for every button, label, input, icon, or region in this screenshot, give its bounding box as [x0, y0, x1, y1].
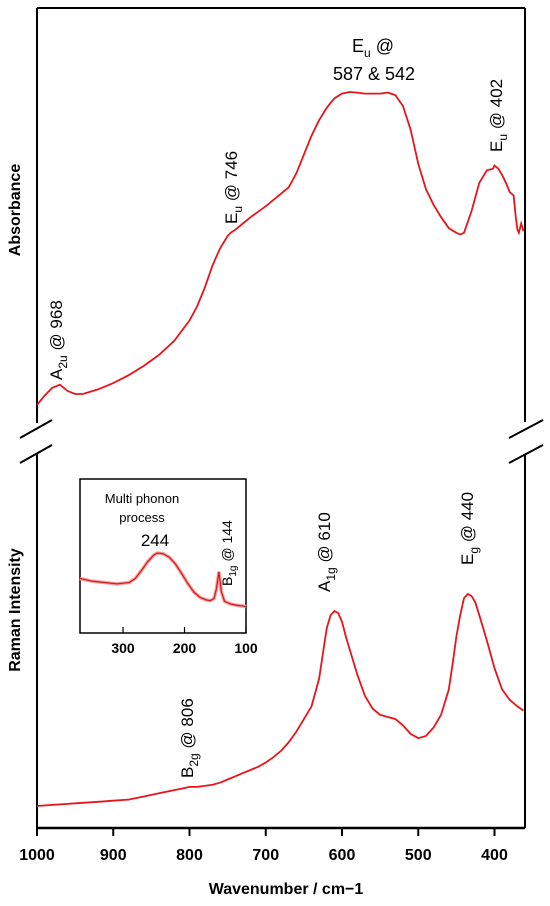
raman-series — [36, 592, 525, 807]
label-subscript: u — [364, 46, 371, 60]
label-subscript: u — [496, 134, 510, 141]
inset-frame — [79, 478, 247, 634]
absorbance-line — [36, 91, 525, 406]
label-text: @ 746 — [222, 151, 241, 206]
inset-plot: 300 200 100 Multi phonon process 244 B1g @ 14… — [79, 478, 258, 656]
x-tick-label: 400 — [481, 847, 508, 864]
label-subscript: u — [231, 206, 245, 213]
peak-label-b2g-806: B2g @ 806 — [178, 698, 201, 778]
axis-break-mark — [19, 444, 53, 464]
label-text: @ 806 — [178, 698, 197, 753]
inset-label-multi-phonon: Multi phonon — [105, 491, 179, 506]
axis-break-mark — [19, 419, 53, 439]
raman-line — [36, 592, 525, 807]
label-subscript: 1g — [228, 566, 239, 577]
absorbance-series — [36, 91, 525, 406]
axis-break-mark — [508, 444, 544, 464]
peak-label-eu-587-542-line2: 587 & 542 — [333, 64, 415, 84]
x-tick-label: 600 — [329, 847, 356, 864]
x-axis-title: Wavenumber / cm−1 — [209, 881, 364, 898]
x-tick-label: 800 — [176, 847, 203, 864]
label-base: B — [219, 577, 235, 586]
label-base: E — [487, 141, 506, 152]
label-text: @ 968 — [47, 300, 66, 355]
label-text: @ 144 — [219, 520, 235, 566]
label-subscript: 2u — [56, 355, 70, 368]
axis-break-mark — [508, 419, 544, 439]
peak-label-eg-440: Eg @ 440 — [458, 492, 481, 565]
inset-tick-label: 300 — [111, 640, 135, 656]
label-base: A — [47, 368, 66, 380]
inset-label-process: process — [119, 510, 165, 525]
label-base: A — [315, 580, 334, 592]
inset-annotations: Multi phonon process 244 B1g @ 144 — [105, 491, 239, 586]
inset-label-b1g-144: B1g @ 144 — [219, 520, 239, 586]
label-subscript: 1g — [324, 567, 338, 580]
x-ticks: 1000 900 800 700 600 500 400 — [19, 828, 508, 864]
label-base: B — [178, 767, 197, 778]
inset-x-ticks: 300 200 100 — [111, 627, 258, 656]
label-subscript: 2g — [187, 753, 201, 766]
label-subscript: g — [467, 547, 481, 554]
x-tick-label: 1000 — [19, 847, 55, 864]
x-tick-label: 700 — [252, 847, 279, 864]
peak-label-eu-402: Eu @ 402 — [487, 79, 510, 152]
label-text: @ — [371, 36, 394, 56]
label-base: E — [458, 554, 477, 565]
peak-label-eu-746: Eu @ 746 — [222, 151, 245, 224]
peak-label-a2u-968: A2u @ 968 — [47, 300, 70, 380]
y-axis-title-bottom: Raman Intensity — [7, 548, 24, 672]
inset-line — [79, 552, 247, 608]
label-text: @ 402 — [487, 79, 506, 134]
inset-label-244: 244 — [141, 531, 169, 550]
y-axis-title-top: Absorbance — [7, 164, 24, 257]
label-base: E — [222, 213, 241, 224]
inset-tick-label: 200 — [173, 640, 197, 656]
peak-label-eu-587-542: Eu @ — [352, 36, 394, 60]
peak-label-a1g-610: A1g @ 610 — [315, 512, 338, 592]
inset-tick-label: 100 — [234, 640, 258, 656]
label-text: @ 610 — [315, 512, 334, 567]
label-base: E — [352, 36, 364, 56]
label-text: @ 440 — [458, 492, 477, 547]
x-tick-label: 500 — [405, 847, 432, 864]
x-tick-label: 900 — [100, 847, 127, 864]
inset-series — [79, 551, 247, 609]
